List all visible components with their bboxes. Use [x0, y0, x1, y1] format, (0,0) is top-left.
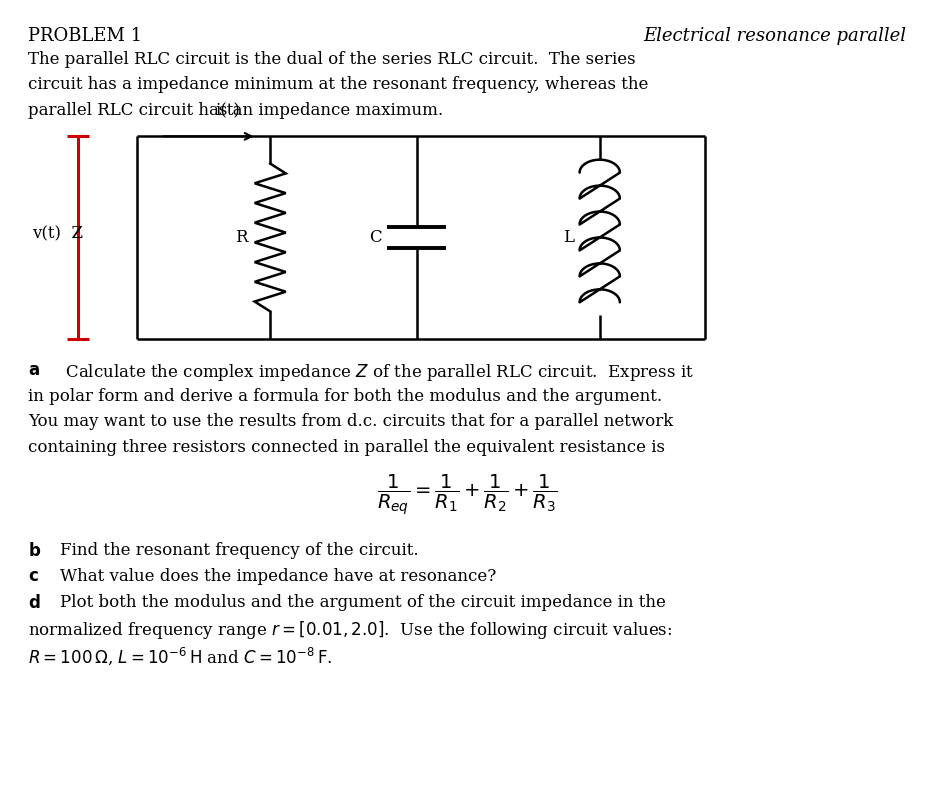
Text: i(t): i(t) [216, 102, 241, 119]
Text: v(t)  Z: v(t) Z [32, 225, 83, 242]
Text: parallel RLC circuit has an impedance maximum.: parallel RLC circuit has an impedance ma… [28, 102, 443, 119]
Text: circuit has a impedance minimum at the resonant frequency, whereas the: circuit has a impedance minimum at the r… [28, 76, 648, 94]
Text: Find the resonant frequency of the circuit.: Find the resonant frequency of the circu… [60, 542, 418, 560]
Text: $\mathbf{c}$: $\mathbf{c}$ [28, 569, 38, 585]
Text: $R = 100\,\Omega$, $L = 10^{-6}\,\mathrm{H}$ and $C = 10^{-8}\,\mathrm{F}$.: $R = 100\,\Omega$, $L = 10^{-6}\,\mathrm… [28, 646, 332, 667]
Text: L: L [563, 229, 574, 246]
Text: containing three resistors connected in parallel the equivalent resistance is: containing three resistors connected in … [28, 439, 665, 456]
Text: in polar form and derive a formula for both the modulus and the argument.: in polar form and derive a formula for b… [28, 387, 662, 405]
Text: $\mathbf{d}$: $\mathbf{d}$ [28, 594, 40, 612]
Text: The parallel RLC circuit is the dual of the series RLC circuit.  The series: The parallel RLC circuit is the dual of … [28, 51, 635, 67]
Text: Electrical resonance parallel: Electrical resonance parallel [644, 28, 906, 45]
Text: What value does the impedance have at resonance?: What value does the impedance have at re… [60, 569, 496, 585]
Text: normalized frequency range $r = [0.01, 2.0]$.  Use the following circuit values:: normalized frequency range $r = [0.01, 2… [28, 619, 672, 642]
Text: $\dfrac{1}{R_{eq}} = \dfrac{1}{R_1} + \dfrac{1}{R_2} + \dfrac{1}{R_3}$: $\dfrac{1}{R_{eq}} = \dfrac{1}{R_1} + \d… [376, 472, 558, 517]
Text: $\mathbf{b}$: $\mathbf{b}$ [28, 542, 41, 561]
Text: PROBLEM 1: PROBLEM 1 [28, 28, 142, 45]
Text: You may want to use the results from d.c. circuits that for a parallel network: You may want to use the results from d.c… [28, 414, 672, 430]
Text: R: R [234, 229, 248, 246]
Text: Plot both the modulus and the argument of the circuit impedance in the: Plot both the modulus and the argument o… [60, 594, 666, 611]
Text: C: C [369, 229, 382, 246]
Text: $\mathbf{a}$: $\mathbf{a}$ [28, 362, 39, 379]
Text: Calculate the complex impedance $Z$ of the parallel RLC circuit.  Express it: Calculate the complex impedance $Z$ of t… [60, 362, 694, 383]
